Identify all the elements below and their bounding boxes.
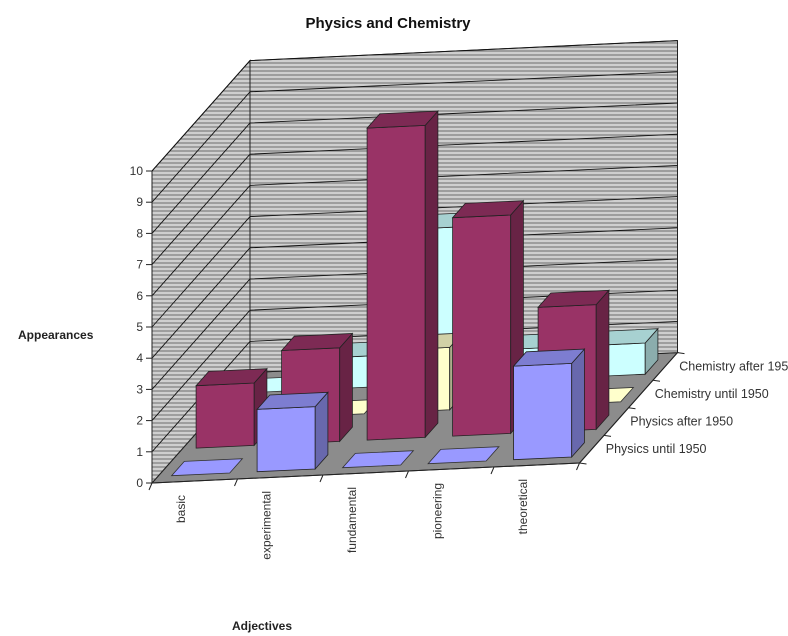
x-tick bbox=[576, 462, 580, 471]
z-tick-label: 10 bbox=[130, 164, 144, 178]
bar-top bbox=[366, 110, 439, 129]
gridline bbox=[151, 102, 678, 234]
gridline bbox=[151, 40, 678, 172]
bar-front bbox=[513, 362, 573, 461]
bar-side bbox=[571, 348, 585, 459]
bar-base bbox=[341, 450, 415, 469]
x-axis-label: Adjectives bbox=[232, 619, 292, 633]
x-tick bbox=[234, 478, 238, 487]
chart-title: Physics and Chemistry bbox=[305, 15, 471, 32]
bar bbox=[170, 458, 244, 477]
series-label: Chemistry until 1950 bbox=[655, 387, 769, 401]
x-tick bbox=[148, 482, 153, 491]
x-tick-label: theoretical bbox=[516, 479, 530, 534]
bar-front bbox=[256, 406, 316, 473]
series-tick bbox=[652, 379, 661, 382]
bar-group bbox=[170, 110, 659, 477]
x-axis-line bbox=[151, 462, 580, 484]
z-tick-label: 2 bbox=[136, 414, 143, 428]
bar-front bbox=[452, 214, 512, 437]
bar bbox=[427, 446, 500, 465]
z-tick-label: 3 bbox=[136, 382, 143, 396]
z-tick-label: 5 bbox=[136, 320, 143, 334]
bar-top bbox=[280, 333, 354, 351]
series-label: Physics until 1950 bbox=[606, 442, 707, 456]
gridline bbox=[151, 258, 678, 390]
x-tick bbox=[490, 466, 495, 475]
bar-side bbox=[595, 289, 610, 431]
bar-side bbox=[339, 332, 353, 443]
series-tick bbox=[603, 434, 612, 437]
bar bbox=[256, 391, 329, 473]
bar bbox=[195, 367, 268, 449]
gridline bbox=[151, 227, 678, 359]
series-tick bbox=[628, 407, 636, 410]
category-axis: basic experimental fundamental pioneering th… bbox=[148, 462, 580, 560]
bar bbox=[366, 110, 439, 441]
bar-top bbox=[537, 289, 610, 308]
gridline bbox=[151, 196, 678, 328]
bar-top bbox=[512, 348, 586, 367]
bar bbox=[341, 450, 415, 469]
bar-front bbox=[195, 382, 255, 449]
bar-top bbox=[451, 200, 525, 219]
gridline bbox=[151, 320, 678, 453]
x-tick bbox=[319, 474, 324, 483]
series-tick bbox=[579, 462, 587, 465]
series-tick bbox=[677, 352, 685, 355]
x-tick bbox=[405, 470, 409, 479]
series-axis: Physics until 1950 Physics after 1950 Chem… bbox=[579, 352, 788, 465]
gridline bbox=[151, 133, 678, 265]
series-label: Chemistry after 1950 bbox=[679, 359, 788, 373]
bar-top bbox=[256, 391, 329, 410]
x-tick-label: fundamental bbox=[345, 487, 359, 553]
x-tick-label: pioneering bbox=[430, 483, 444, 539]
bar-side bbox=[424, 110, 439, 439]
bar-front bbox=[366, 124, 426, 441]
series-label: Physics after 1950 bbox=[630, 415, 733, 429]
z-axis: 0 1 2 3 4 5 6 7 8 9 10 bbox=[130, 164, 153, 490]
bar bbox=[451, 199, 525, 437]
gridline bbox=[151, 164, 678, 297]
z-tick-label: 0 bbox=[136, 476, 143, 490]
bar-top bbox=[195, 368, 268, 387]
y-axis-label: Appearances bbox=[18, 328, 94, 342]
gridline bbox=[151, 289, 678, 421]
x-tick-label: basic bbox=[174, 495, 188, 523]
bar bbox=[512, 348, 586, 461]
z-tick-label: 6 bbox=[136, 289, 143, 303]
z-tick-label: 1 bbox=[136, 445, 143, 459]
z-tick-label: 8 bbox=[136, 226, 143, 240]
z-tick-label: 7 bbox=[136, 258, 143, 272]
bar-base bbox=[170, 458, 244, 477]
bar-base bbox=[427, 446, 500, 465]
x-tick-label: experimental bbox=[259, 491, 273, 560]
z-tick-label: 4 bbox=[136, 351, 143, 365]
z-tick-label: 9 bbox=[136, 195, 143, 209]
gridline bbox=[151, 71, 678, 203]
